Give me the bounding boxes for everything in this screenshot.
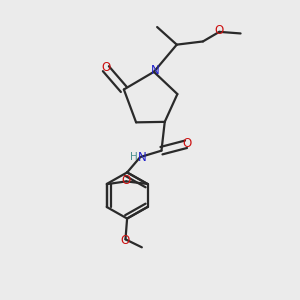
Text: O: O	[182, 137, 191, 150]
Text: N: N	[151, 64, 159, 77]
Text: O: O	[121, 174, 130, 187]
Text: O: O	[215, 24, 224, 37]
Text: N: N	[137, 151, 146, 164]
Text: O: O	[121, 234, 130, 247]
Text: H: H	[130, 152, 138, 162]
Text: O: O	[101, 61, 110, 74]
